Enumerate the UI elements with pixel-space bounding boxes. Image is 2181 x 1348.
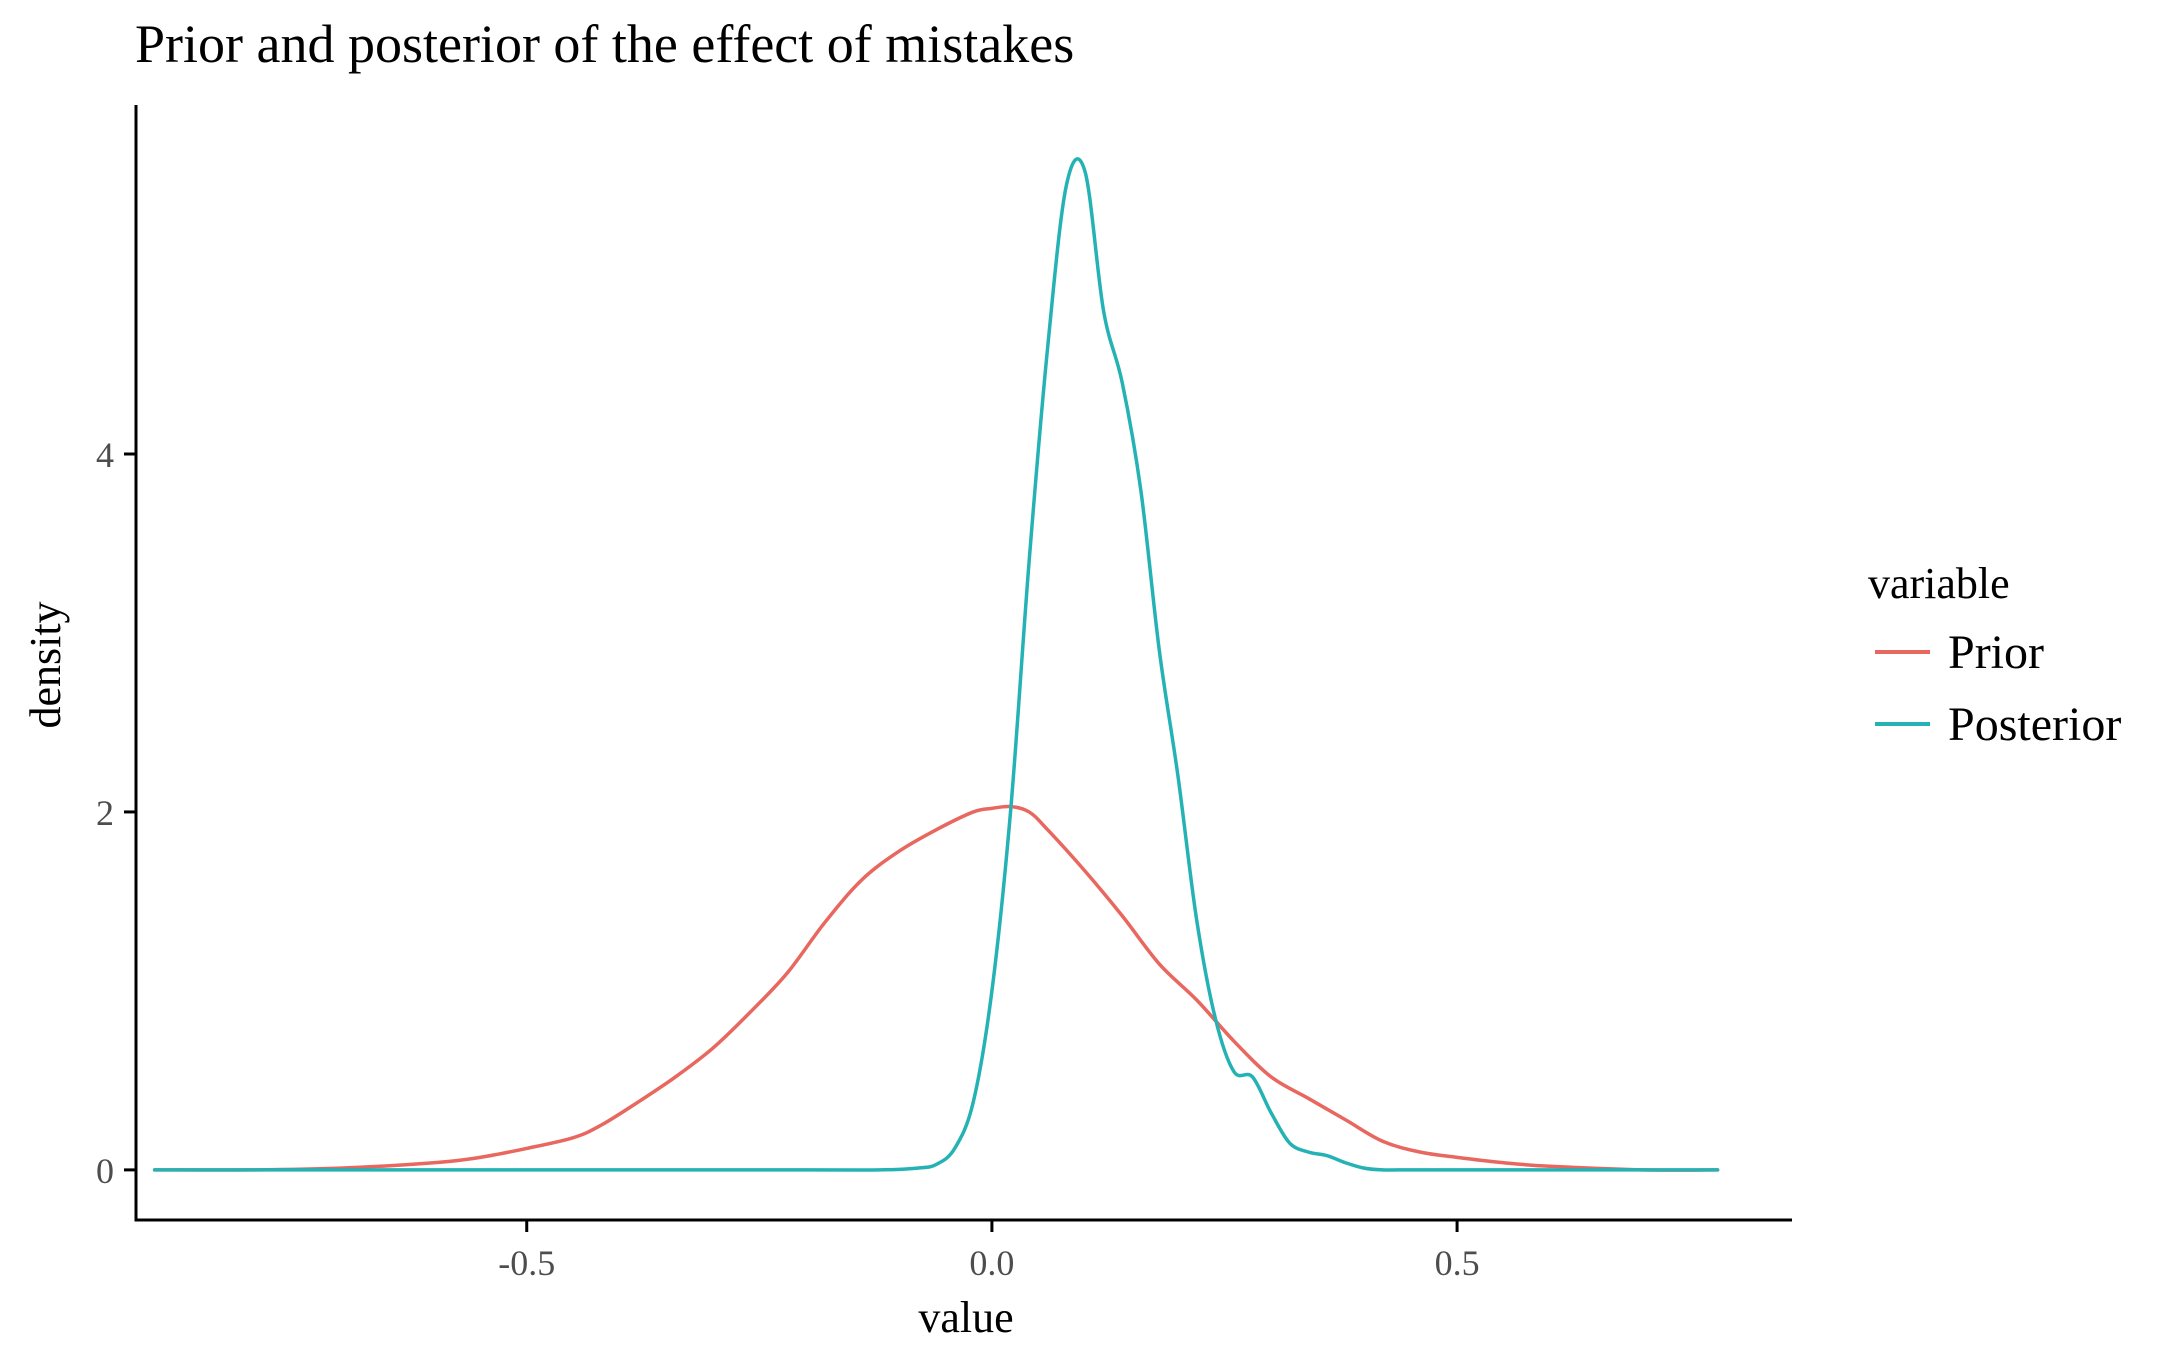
legend: variable Prior Posterior <box>1868 559 2121 751</box>
plot-lines <box>152 157 1720 1172</box>
series-line-posterior <box>152 157 1720 1172</box>
legend-label-prior: Prior <box>1948 626 2044 679</box>
y-axis-ticks: 0 2 4 <box>96 435 136 1191</box>
legend-title: variable <box>1868 559 2010 608</box>
series-line-prior <box>152 804 1720 1172</box>
y-axis-label: density <box>21 601 70 728</box>
legend-label-posterior: Posterior <box>1948 698 2121 751</box>
x-axis-label: value <box>918 1293 1013 1342</box>
y-tick-label: 4 <box>96 435 114 475</box>
x-axis-ticks: -0.5 0.0 0.5 <box>498 1220 1480 1283</box>
x-tick-label: 0.5 <box>1435 1243 1480 1283</box>
y-tick-label: 0 <box>96 1151 114 1191</box>
x-tick-label: -0.5 <box>498 1243 555 1283</box>
y-tick-label: 2 <box>96 793 114 833</box>
x-tick-label: 0.0 <box>969 1243 1014 1283</box>
legend-entries: Prior Posterior <box>1875 626 2121 751</box>
chart-title: Prior and posterior of the effect of mis… <box>135 14 1074 74</box>
